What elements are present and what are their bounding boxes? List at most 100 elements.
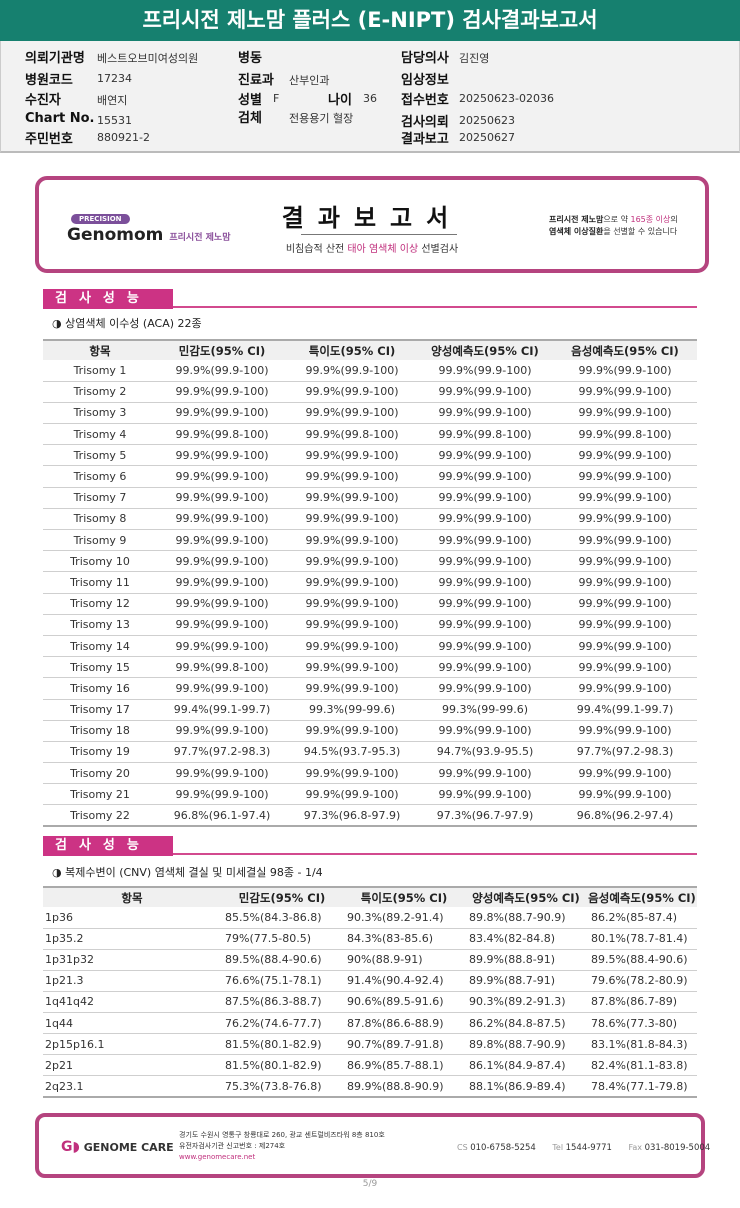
table-cell: 99.9%(99.9-100) xyxy=(553,508,697,531)
field-label: Chart No. xyxy=(25,111,95,126)
table-cell: 99.9%(99.9-100) xyxy=(553,783,697,806)
column-header: 음성예측도(95% CI) xyxy=(587,886,697,907)
table-cell: 99.9%(99.9-100) xyxy=(157,360,287,382)
table-cell: Trisomy 21 xyxy=(43,783,157,806)
table-cell: 85.5%(84.3-86.8) xyxy=(221,907,343,929)
table-cell: 99.9%(99.9-100) xyxy=(553,402,697,425)
table-cell: 1q44 xyxy=(43,1012,221,1035)
table-row: Trisomy 5 99.9%(99.9-100) 99.9%(99.9-100) 9… xyxy=(43,444,697,467)
column-header: 민감도(95% CI) xyxy=(157,339,287,360)
field-label: 검사의뢰 xyxy=(401,115,449,130)
sub-highlight: 태아 염색체 이상 xyxy=(347,244,419,255)
table-cell: 86.2%(85-87.4) xyxy=(587,907,697,929)
fax-number: 031-8019-5004 xyxy=(644,1143,711,1153)
brand-name: Genomom xyxy=(67,225,164,245)
patient-field: Chart No. xyxy=(25,111,100,126)
table-cell: 99.9%(99.9-100) xyxy=(417,508,553,531)
field-value: 배연지 xyxy=(97,94,128,107)
table-cell: 99.9%(99.9-100) xyxy=(157,571,287,594)
section-subtitle-1: ◑ 상염색체 이수성 (ACA) 22종 xyxy=(52,317,202,330)
table-cell: 99.9%(99.9-100) xyxy=(287,529,417,552)
table-cell: 89.9%(88.8-90.9) xyxy=(343,1075,465,1098)
table-cell: 99.9%(99.9-100) xyxy=(287,593,417,615)
table-row: Trisomy 19 97.7%(97.2-98.3) 94.5%(93.7-95.… xyxy=(43,741,697,764)
table-row: Trisomy 2 99.9%(99.9-100) 99.9%(99.9-100) 9… xyxy=(43,381,697,403)
table-cell: 99.9%(99.9-100) xyxy=(157,783,287,806)
table-cell: 99.9%(99.9-100) xyxy=(157,762,287,785)
table-cell: 99.9%(99.9-100) xyxy=(287,762,417,785)
table-cell: 99.9%(99.9-100) xyxy=(553,381,697,403)
tel-label: Tel xyxy=(552,1143,564,1152)
table-cell: 99.9%(99.9-100) xyxy=(553,635,697,658)
table-cell: 99.9%(99.9-100) xyxy=(553,465,697,488)
table-cell: 99.3%(99-99.6) xyxy=(417,699,553,721)
tel-number: 1544-9771 xyxy=(565,1143,612,1153)
table-row: Trisomy 15 99.9%(99.8-100) 99.9%(99.9-100)… xyxy=(43,656,697,679)
table-cell: 99.9%(99.9-100) xyxy=(417,402,553,425)
column-header: 양성예측도(95% CI) xyxy=(417,339,553,360)
table-cell: 99.9%(99.9-100) xyxy=(417,677,553,700)
table-cell: 99.9%(99.9-100) xyxy=(417,444,553,467)
table-cell: 99.9%(99.9-100) xyxy=(417,465,553,488)
table-cell: 99.9%(99.9-100) xyxy=(287,635,417,658)
table-cell: 99.9%(99.9-100) xyxy=(287,656,417,679)
field-value: 17234 xyxy=(97,72,132,85)
section-header-2: 검사성능 xyxy=(43,834,697,856)
sub-text: 비침습적 산전 xyxy=(285,244,348,255)
table-row: Trisomy 7 99.9%(99.9-100) 99.9%(99.9-100) 9… xyxy=(43,487,697,509)
table-cell: Trisomy 14 xyxy=(43,635,157,658)
table-cell: 90.3%(89.2-91.3) xyxy=(465,991,587,1013)
table-cell: 99.9%(99.9-100) xyxy=(287,487,417,509)
patient-field: 검사의뢰 xyxy=(401,111,455,130)
table-cell: 99.9%(99.9-100) xyxy=(157,529,287,552)
column-header: 항목 xyxy=(43,339,157,360)
table-cell: 1p35.2 xyxy=(43,928,221,950)
table-cell: 99.9%(99.9-100) xyxy=(417,487,553,509)
table-cell: Trisomy 13 xyxy=(43,614,157,636)
table-row: 2p15p16.1 81.5%(80.1-82.9) 90.7%(89.7-91.8… xyxy=(43,1033,697,1056)
field-value: 산부인과 xyxy=(289,74,330,87)
table-cell: 99.9%(99.9-100) xyxy=(287,720,417,742)
field-value: 전용용기 혈장 xyxy=(289,112,354,125)
table-cell: 89.5%(88.4-90.6) xyxy=(587,949,697,971)
table-row: Trisomy 21 99.9%(99.9-100) 99.9%(99.9-100)… xyxy=(43,783,697,806)
table-cell: 99.9%(99.9-100) xyxy=(553,550,697,573)
table-cell: 99.9%(99.9-100) xyxy=(287,508,417,531)
table-cell: 99.9%(99.9-100) xyxy=(553,720,697,742)
table-cell: 89.8%(88.7-90.9) xyxy=(465,907,587,929)
section-title: 검사성능 xyxy=(43,836,173,856)
table-cell: 99.4%(99.1-99.7) xyxy=(157,699,287,721)
table-cell: 99.9%(99.9-100) xyxy=(417,614,553,636)
table-cell: 81.5%(80.1-82.9) xyxy=(221,1054,343,1077)
table-cell: 82.4%(81.1-83.8) xyxy=(587,1054,697,1077)
table-cell: 88.1%(86.9-89.4) xyxy=(465,1075,587,1098)
table-cell: 99.9%(99.9-100) xyxy=(157,487,287,509)
table-row: Trisomy 8 99.9%(99.9-100) 99.9%(99.9-100) 9… xyxy=(43,508,697,531)
field-label: 진료과 xyxy=(238,73,274,88)
field-value: 15531 xyxy=(97,114,132,127)
table-cell: 2q23.1 xyxy=(43,1075,221,1098)
cs-label: CS xyxy=(457,1143,468,1152)
table-cell: 90.3%(89.2-91.4) xyxy=(343,907,465,929)
table-cell: Trisomy 9 xyxy=(43,529,157,552)
field-label: 병동 xyxy=(238,51,262,66)
table-cell: Trisomy 17 xyxy=(43,699,157,721)
field-label: 의뢰기관명 xyxy=(25,51,85,66)
table-cell: Trisomy 11 xyxy=(43,571,157,594)
table-row: Trisomy 14 99.9%(99.9-100) 99.9%(99.9-100)… xyxy=(43,635,697,658)
table-row: Trisomy 4 99.9%(99.8-100) 99.9%(99.8-100) 9… xyxy=(43,423,697,446)
patient-field: 진료과 xyxy=(238,69,280,88)
table-cell: Trisomy 2 xyxy=(43,381,157,403)
column-header: 음성예측도(95% CI) xyxy=(553,339,697,360)
field-value: 36 xyxy=(363,92,377,105)
table-cell: Trisomy 20 xyxy=(43,762,157,785)
banner-tagline: 프리시전 제노맘으로 약 165종 이상의 염색체 이상질환을 선별할 수 있습… xyxy=(549,214,678,238)
table-row: Trisomy 11 99.9%(99.9-100) 99.9%(99.9-100)… xyxy=(43,571,697,594)
fax-label: Fax xyxy=(628,1143,643,1152)
table-cell: 99.9%(99.8-100) xyxy=(157,423,287,446)
website-link[interactable]: www.genomecare.net xyxy=(179,1153,256,1161)
section-header-1: 검사성능 xyxy=(43,287,697,309)
table-cell: 99.9%(99.9-100) xyxy=(287,444,417,467)
table-cell: 75.3%(73.8-76.8) xyxy=(221,1075,343,1098)
t: 염색체 이상질환 xyxy=(549,227,604,236)
